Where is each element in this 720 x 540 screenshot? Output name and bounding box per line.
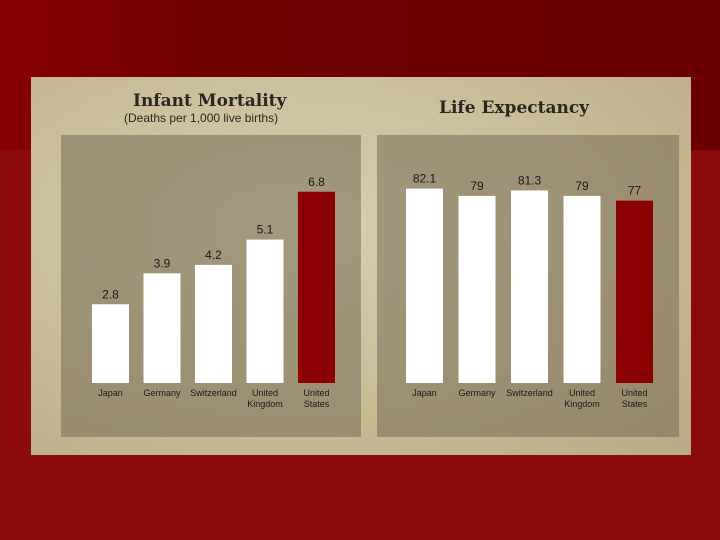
infant-mortality-value-label-japan: 2.8 [102,287,119,301]
life-expectancy-value-label-united-kingdom: 79 [575,179,589,193]
life-expectancy-category-label-united-kingdom: United [569,388,595,398]
infant-mortality-category-label-japan: Japan [98,388,123,398]
infant-mortality-bar-united-states [298,191,335,383]
life-expectancy-bar-switzerland [511,190,548,383]
infant-mortality-bar-japan [92,304,129,383]
infant-mortality-bar-switzerland [195,264,232,383]
life-expectancy-category-label-japan: Japan [412,388,437,398]
infant-mortality-title: Infant Mortality [133,91,287,111]
life-expectancy-bar-japan [406,188,443,383]
infant-mortality-bar-germany [143,273,181,383]
life-expectancy-bar-united-states [616,200,653,383]
life-expectancy-category-label-germany: Germany [458,388,496,398]
life-expectancy-category-label-united-states: United [621,388,647,398]
infant-mortality-category-label-united-states: United [303,388,329,398]
infant-mortality-value-label-united-kingdom: 5.1 [257,223,274,237]
life-expectancy-value-label-germany: 79 [470,179,484,193]
infant-mortality-category-label-germany: Germany [143,388,181,398]
infant-mortality-category-label-switzerland: Switzerland [190,388,237,398]
infant-mortality-value-label-germany: 3.9 [154,256,171,270]
life-expectancy-value-label-switzerland: 81.3 [518,173,542,187]
life-expectancy-value-label-japan: 82.1 [413,172,437,186]
life-expectancy-bar-germany [458,195,496,383]
life-expectancy-value-label-united-states: 77 [628,184,642,198]
life-expectancy-chart: 82.1 Japan 79 Germany 81.3 Switzerland 79 Unite… [406,172,653,409]
life-expectancy-category-label-united-kingdom: Kingdom [564,399,600,409]
infant-mortality-category-label-united-states: States [304,399,330,409]
infant-mortality-value-label-switzerland: 4.2 [205,248,222,262]
infant-mortality-category-label-united-kingdom: United [252,388,278,398]
life-expectancy-category-label-switzerland: Switzerland [506,388,553,398]
infant-mortality-bar-united-kingdom [246,239,284,383]
life-expectancy-title: Life Expectancy [439,98,590,118]
infant-mortality-category-label-united-kingdom: Kingdom [247,399,283,409]
life-expectancy-bar-united-kingdom [563,195,601,383]
infant-mortality-subtitle: (Deaths per 1,000 live births) [124,111,279,125]
infant-mortality-chart: 2.8 Japan 3.9 Germany 4.2 Switzerland 5.1 Unite… [92,175,335,409]
life-expectancy-category-label-united-states: States [622,399,648,409]
infant-mortality-value-label-united-states: 6.8 [308,175,325,189]
